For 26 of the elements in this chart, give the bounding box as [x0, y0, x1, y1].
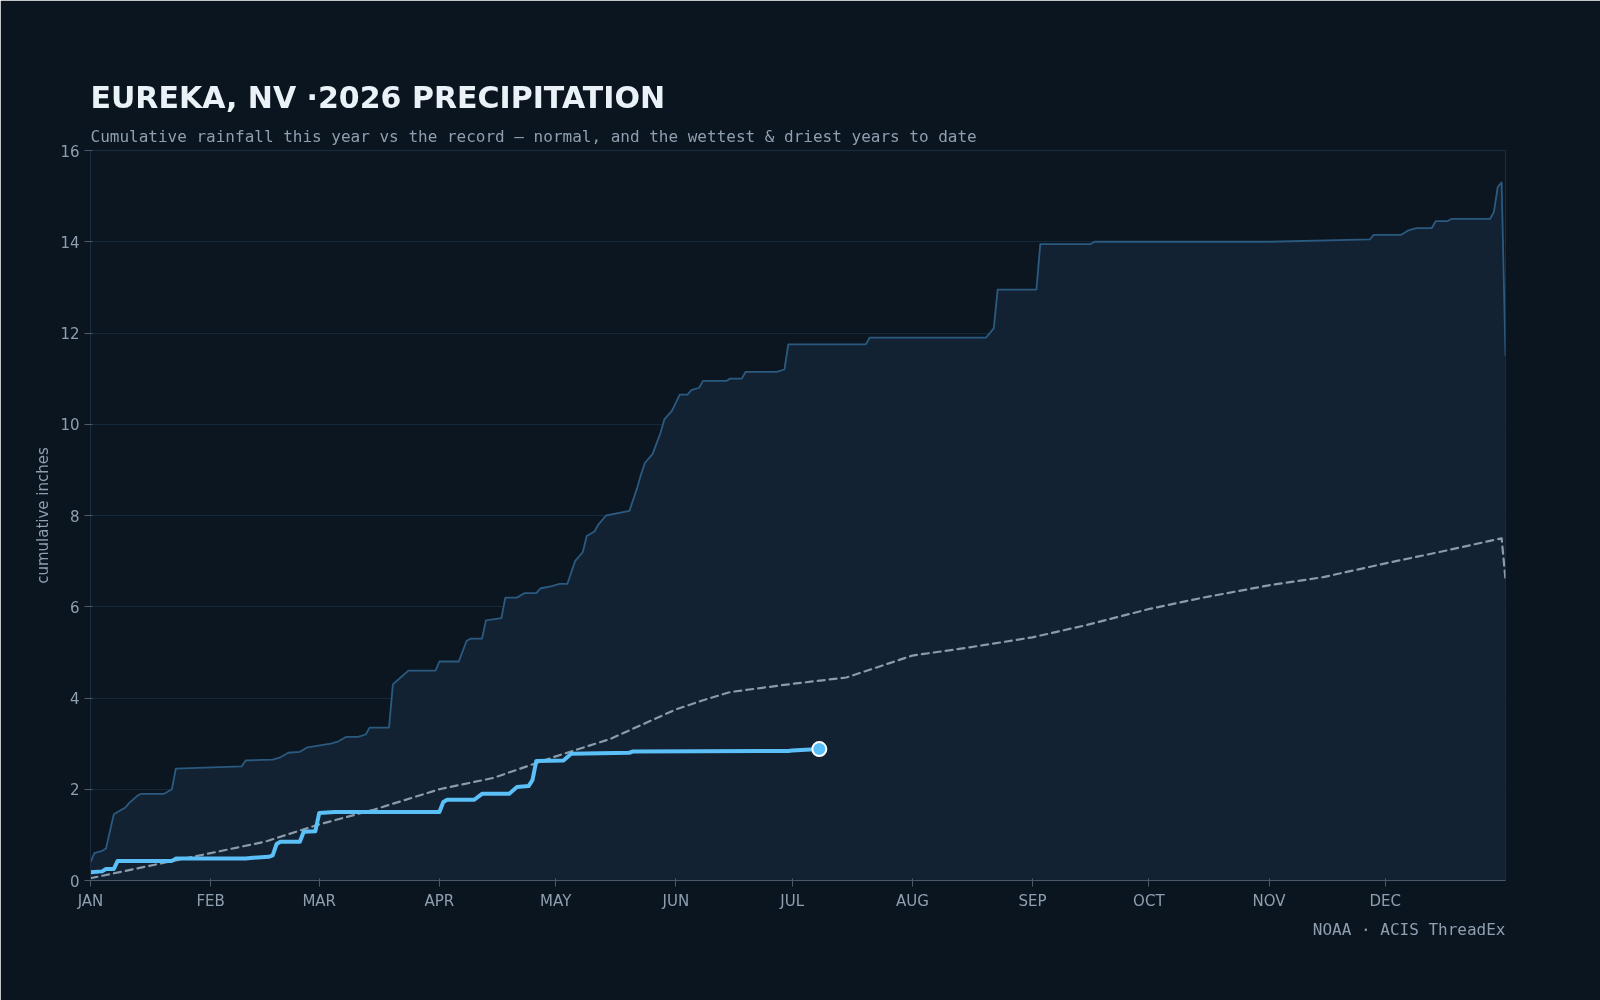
x-tick-label: APR: [424, 891, 455, 910]
x-tick-label: MAR: [302, 891, 337, 910]
x-tick-label: JUN: [661, 891, 690, 910]
y-tick-label: 8: [69, 507, 80, 526]
y-tick-label: 14: [60, 233, 80, 252]
text: NOAA · ACIS ThreadEx: [1312, 919, 1506, 939]
x-tick-label: JUL: [779, 891, 805, 910]
x-tick-label: OCT: [1133, 891, 1166, 910]
chart-subtitle: Cumulative rainfall this year vs the record — normal, and the wettest & driest years to date: [90, 126, 977, 146]
chart-title: EUREKA, NV ·2026 PRECIPITATION: [90, 79, 666, 115]
y-tick-label: 2: [69, 781, 80, 800]
y-tick-label: 4: [69, 690, 80, 708]
y-tick-label: 0: [69, 872, 80, 891]
x-tick-label: JAN: [76, 891, 104, 910]
y-tick-label: 16: [60, 142, 80, 161]
y-tick-label: 12: [60, 325, 80, 343]
line-series: [90, 537, 1506, 880]
x-tick-label: NOV: [1252, 891, 1287, 910]
x-tick-label: AUG: [895, 891, 929, 910]
x-tick-label: FEB: [196, 891, 225, 910]
y-tick-label: 6: [69, 598, 80, 617]
x-tick-label: SEP: [1018, 891, 1047, 910]
x-tick-label: DEC: [1369, 891, 1402, 910]
x-tick-label: MAY: [540, 891, 573, 910]
y-axis-title: cumulative inches: [34, 447, 53, 584]
y-tick-label: 10: [60, 416, 80, 435]
